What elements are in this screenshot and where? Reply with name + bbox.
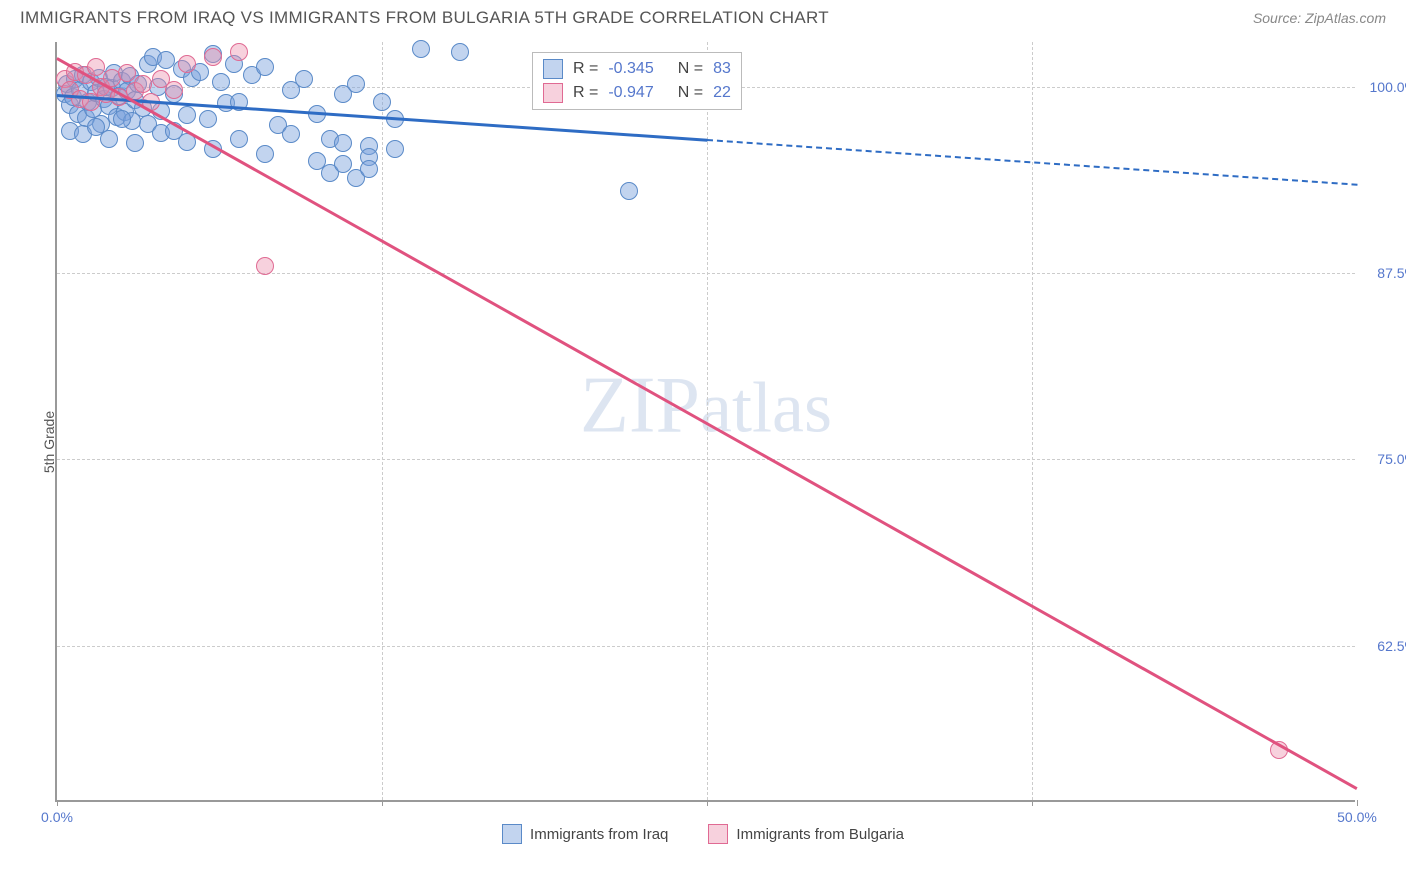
stats-legend: R = -0.345 N = 83 R = -0.947 N = 22: [532, 52, 742, 110]
legend-r-value: -0.947: [608, 84, 653, 102]
header: IMMIGRANTS FROM IRAQ VS IMMIGRANTS FROM …: [0, 0, 1406, 32]
scatter-point: [386, 140, 404, 158]
scatter-point: [295, 70, 313, 88]
scatter-point: [451, 43, 469, 61]
scatter-point: [412, 40, 430, 58]
scatter-point: [178, 55, 196, 73]
gridline-v: [1032, 42, 1033, 800]
scatter-point: [256, 58, 274, 76]
scatter-point: [230, 43, 248, 61]
gridline-v: [382, 42, 383, 800]
plot-area: ZIPatlas 62.5%75.0%87.5%100.0%0.0%50.0%R…: [55, 42, 1355, 802]
scatter-point: [165, 81, 183, 99]
scatter-point: [199, 110, 217, 128]
bottom-legend-item: Immigrants from Iraq: [502, 824, 668, 844]
ytick-label: 87.5%: [1377, 265, 1406, 281]
legend-swatch: [708, 824, 728, 844]
legend-n-value: 22: [713, 84, 731, 102]
gridline-h: [57, 646, 1355, 647]
stats-legend-row: R = -0.947 N = 22: [543, 81, 731, 105]
scatter-point: [373, 93, 391, 111]
gridline-h: [57, 459, 1355, 460]
scatter-point: [126, 134, 144, 152]
bottom-legend-label: Immigrants from Bulgaria: [736, 826, 904, 843]
scatter-point: [334, 134, 352, 152]
legend-swatch: [502, 824, 522, 844]
legend-n-label: N =: [678, 84, 703, 102]
bottom-legend-label: Immigrants from Iraq: [530, 826, 668, 843]
scatter-point: [256, 145, 274, 163]
legend-n-label: N =: [678, 60, 703, 78]
xtick-mark: [707, 800, 708, 806]
scatter-point: [100, 130, 118, 148]
xtick-mark: [382, 800, 383, 806]
xtick-label: 50.0%: [1337, 809, 1377, 825]
scatter-point: [178, 106, 196, 124]
legend-swatch: [543, 83, 563, 103]
ytick-label: 100.0%: [1370, 79, 1406, 95]
scatter-point: [212, 73, 230, 91]
gridline-h: [57, 273, 1355, 274]
scatter-point: [620, 182, 638, 200]
legend-r-value: -0.345: [608, 60, 653, 78]
xtick-mark: [1357, 800, 1358, 806]
xtick-mark: [57, 800, 58, 806]
legend-r-label: R =: [573, 60, 598, 78]
xtick-mark: [1032, 800, 1033, 806]
scatter-point: [256, 257, 274, 275]
scatter-point: [347, 75, 365, 93]
legend-swatch: [543, 59, 563, 79]
bottom-legend-item: Immigrants from Bulgaria: [708, 824, 904, 844]
ytick-label: 75.0%: [1377, 451, 1406, 467]
scatter-point: [113, 110, 131, 128]
source-label: Source: ZipAtlas.com: [1253, 10, 1386, 26]
scatter-point: [204, 48, 222, 66]
xtick-label: 0.0%: [41, 809, 73, 825]
chart-container: 5th Grade ZIPatlas 62.5%75.0%87.5%100.0%…: [0, 32, 1406, 852]
stats-legend-row: R = -0.345 N = 83: [543, 57, 731, 81]
legend-r-label: R =: [573, 84, 598, 102]
bottom-legend: Immigrants from Iraq Immigrants from Bulg…: [0, 824, 1406, 844]
scatter-point: [360, 160, 378, 178]
scatter-point: [282, 125, 300, 143]
chart-title: IMMIGRANTS FROM IRAQ VS IMMIGRANTS FROM …: [20, 8, 829, 28]
legend-n-value: 83: [713, 60, 731, 78]
scatter-point: [230, 130, 248, 148]
ytick-label: 62.5%: [1377, 638, 1406, 654]
scatter-point: [134, 75, 152, 93]
